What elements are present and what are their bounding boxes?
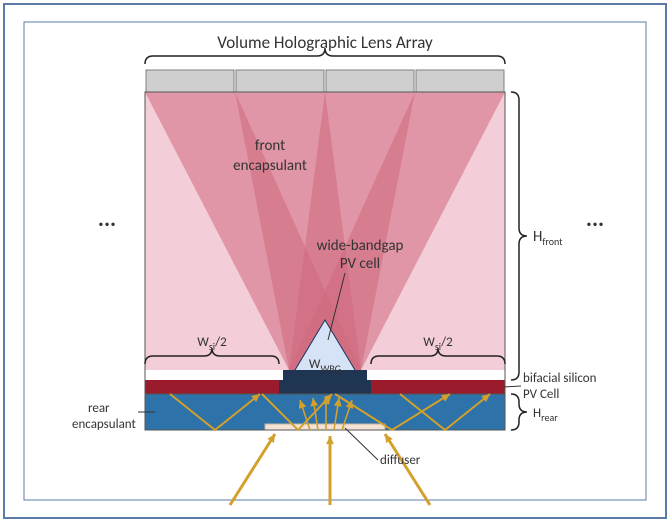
lens-segment	[236, 70, 324, 92]
lens-segment	[416, 70, 504, 92]
svg-text:···: ···	[586, 209, 604, 238]
svg-text:···: ···	[98, 209, 116, 238]
lens-segment	[146, 70, 234, 92]
svg-text:encapsulant: encapsulant	[233, 157, 307, 175]
svg-text:front: front	[255, 137, 285, 155]
svg-text:encapsulant: encapsulant	[72, 417, 137, 432]
svg-text:bifacial silicon: bifacial silicon	[523, 371, 597, 386]
diffuser	[265, 424, 385, 430]
svg-text:PV cell: PV cell	[340, 255, 380, 273]
svg-text:PV Cell: PV Cell	[523, 387, 559, 402]
svg-text:wide-bandgap: wide-bandgap	[317, 237, 404, 255]
lens-segment	[326, 70, 414, 92]
svg-text:rear: rear	[88, 401, 110, 416]
svg-text:diffuser: diffuser	[380, 453, 421, 468]
